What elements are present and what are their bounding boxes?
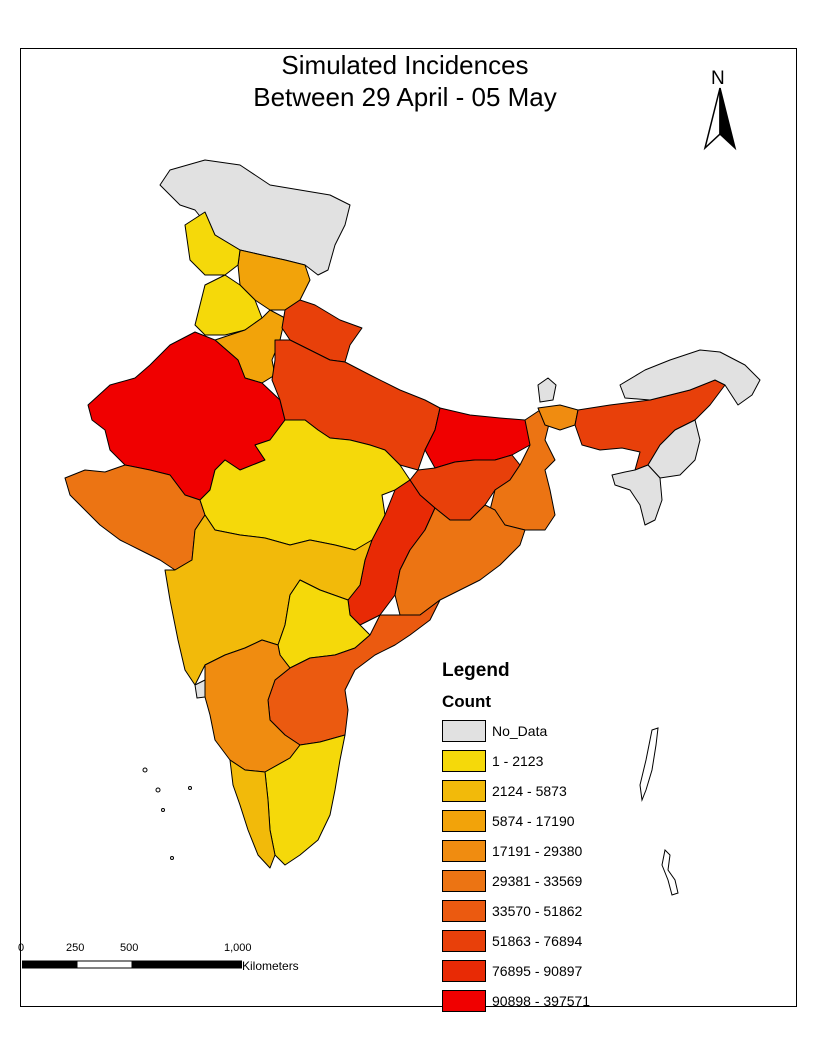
map-frame	[20, 48, 797, 1007]
region-lakshadweep-island-2	[155, 787, 161, 793]
map-title-line2: Between 29 April - 05 May	[253, 82, 557, 112]
legend-swatch	[442, 930, 486, 952]
scale-tick-1000: 1,000	[224, 942, 252, 954]
legend-label: 76895 - 90897	[492, 963, 583, 979]
region-nagaland-manipur	[647, 419, 701, 479]
region-bihar	[424, 407, 536, 469]
scale-bar: 0 250 500 1,000 Kilometers	[18, 942, 318, 982]
legend-title: Legend	[442, 660, 510, 681]
legend-swatch	[442, 960, 486, 982]
legend-label: 17191 - 29380	[492, 843, 583, 859]
legend-label: 29381 - 33569	[492, 873, 583, 889]
north-label: N	[711, 68, 725, 89]
legend-swatch	[442, 900, 486, 922]
region-uttarakhand	[281, 299, 363, 363]
region-andaman-islands	[639, 727, 659, 802]
region-lakshadweep-island-3	[161, 808, 165, 812]
legend-swatch	[442, 720, 486, 742]
region-lakshadweep-island-4	[188, 786, 192, 790]
region-west-bengal	[489, 409, 556, 531]
region-lakshadweep-island-5	[170, 856, 174, 860]
map-title-line1: Simulated Incidences	[281, 50, 529, 80]
region-odisha	[394, 504, 526, 616]
legend-swatch	[442, 780, 486, 802]
legend-swatch	[442, 840, 486, 862]
region-mizoram	[611, 464, 663, 526]
legend-swatch	[442, 870, 486, 892]
region-arunachal	[619, 349, 761, 406]
region-kerala	[229, 759, 276, 869]
region-nicobar-islands	[661, 848, 679, 896]
scale-tick-250: 250	[66, 942, 85, 954]
region-punjab-north	[184, 211, 241, 276]
scale-bar-graphic	[22, 960, 242, 969]
region-lakshadweep-island-1	[142, 767, 148, 773]
region-andhra-pradesh	[267, 599, 441, 746]
legend-swatch	[442, 810, 486, 832]
region-karnataka	[204, 639, 301, 773]
scale-unit: Kilometers	[242, 959, 299, 973]
region-maharashtra	[164, 514, 373, 686]
legend-label: 2124 - 5873	[492, 783, 567, 799]
legend-label: No_Data	[492, 723, 548, 739]
legend-label: 1 - 2123	[492, 753, 544, 769]
scale-tick-0: 0	[18, 942, 25, 954]
legend-label: 33570 - 51862	[492, 903, 583, 919]
legend-swatch	[442, 750, 486, 772]
legend-swatch	[442, 990, 486, 1012]
region-uttar-pradesh	[271, 339, 441, 471]
legend-label: 90898 - 397571	[492, 993, 591, 1009]
north-arrow-icon	[703, 87, 737, 151]
legend-label: 51863 - 76894	[492, 933, 583, 949]
legend-label: 5874 - 17190	[492, 813, 575, 829]
legend-field: Count	[442, 692, 492, 711]
scale-tick-500: 500	[120, 942, 139, 954]
region-sikkim	[537, 377, 557, 403]
